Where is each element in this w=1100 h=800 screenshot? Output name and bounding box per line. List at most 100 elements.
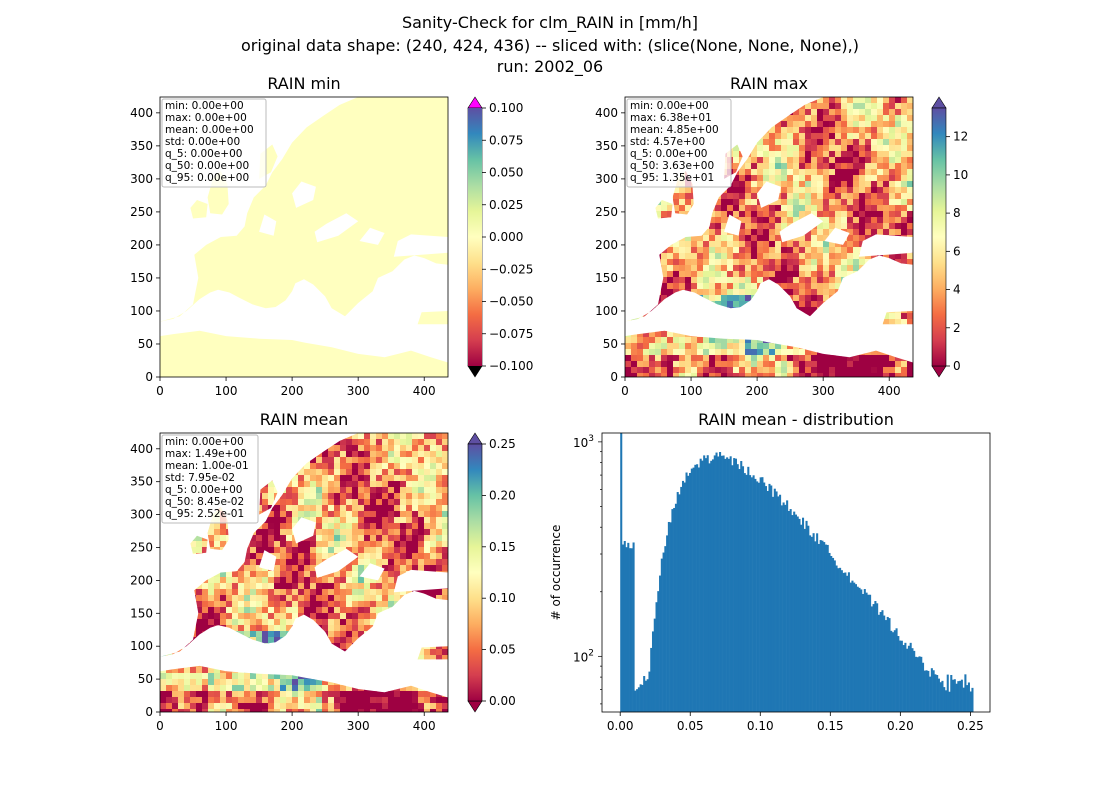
map-cell [811,277,818,284]
hist-bar [971,687,974,712]
map-cell [721,319,728,326]
hist-bar [779,494,782,712]
map-cell [178,577,185,584]
map-cell [352,691,359,698]
map-cell [310,499,317,506]
map-cell [715,205,722,212]
hist-bar [803,528,806,712]
map-cell [715,187,722,194]
hist-bar [754,478,757,712]
map-cell [190,679,197,686]
map-cell [340,571,347,578]
map-cell [799,145,806,152]
map-cell [907,217,913,224]
map-cell [661,283,668,290]
map-cell [787,175,794,182]
hist-bar [750,477,753,712]
map-cell [310,613,317,620]
map-cell [394,505,401,512]
map-cell [160,709,167,712]
map-cell [256,577,263,584]
map-cell [907,193,913,200]
map-cell [268,571,275,578]
stats-line: std: 0.00e+00 [165,136,240,148]
map-cell [364,445,371,452]
hist-bar [731,465,734,712]
map-cell [286,661,293,668]
map-cell [238,631,245,638]
map-cell [220,661,227,668]
map-cell [346,631,353,638]
map-cell [709,199,716,206]
hist-bar [846,575,849,712]
map-cell [739,247,746,254]
map-cell [817,205,824,212]
map-cell [160,613,167,620]
map-cell [775,103,782,110]
map-cell [787,325,794,332]
map-cell [637,193,644,200]
map-cell [793,97,800,104]
map-cell [214,691,221,698]
map-cell [400,505,407,512]
map-cell [835,133,842,140]
map-cell [679,343,686,350]
map-cell [388,613,395,620]
map-cell [745,373,752,377]
map-cell [358,631,365,638]
map-cell [859,109,866,116]
map-cell [889,151,896,158]
map-cell [769,229,776,236]
map-cell [388,511,395,518]
map-cell [430,655,437,662]
map-cell [769,259,776,266]
map-cell [661,235,668,242]
map-cell [655,337,662,344]
map-cell [625,301,632,308]
map-cell [829,361,836,368]
map-cell [412,445,419,452]
map-cell [436,607,443,614]
map-cell [280,553,287,560]
map-cell [727,271,734,278]
map-cell [256,631,263,638]
map-cell [316,493,323,500]
map-cell [631,205,638,212]
map-cell [895,283,902,290]
map-cell [655,241,662,248]
map-cell [226,583,233,590]
map-cell [310,595,317,602]
map-cell [418,505,425,512]
map-cell [727,259,734,266]
map-cell [346,469,353,476]
map-cell [370,577,377,584]
map-cell [763,121,770,128]
map-cell [901,289,908,296]
map-cell [208,595,215,602]
map-cell [841,169,848,176]
hist-bar [729,456,732,712]
map-cell [286,505,293,512]
map-cell [214,553,221,560]
map-cell [220,697,227,704]
map-cell [775,163,782,170]
colorbar-extend-under [931,365,947,378]
map-cell [208,631,215,638]
map-cell [673,235,680,242]
map-cell [280,673,287,680]
map-cell [358,475,365,482]
map-cell [226,619,233,626]
map-cell [751,133,758,140]
map-cell [184,613,191,620]
map-cell [643,355,650,362]
map-cell [160,637,167,644]
map-cell [172,697,179,704]
map-cell [172,613,179,620]
map-cell [877,199,884,206]
map-cell [907,223,913,230]
map-cell [274,661,281,668]
map-cell [763,103,770,110]
map-cell [757,241,764,248]
map-cell [811,229,818,236]
map-cell [370,697,377,704]
